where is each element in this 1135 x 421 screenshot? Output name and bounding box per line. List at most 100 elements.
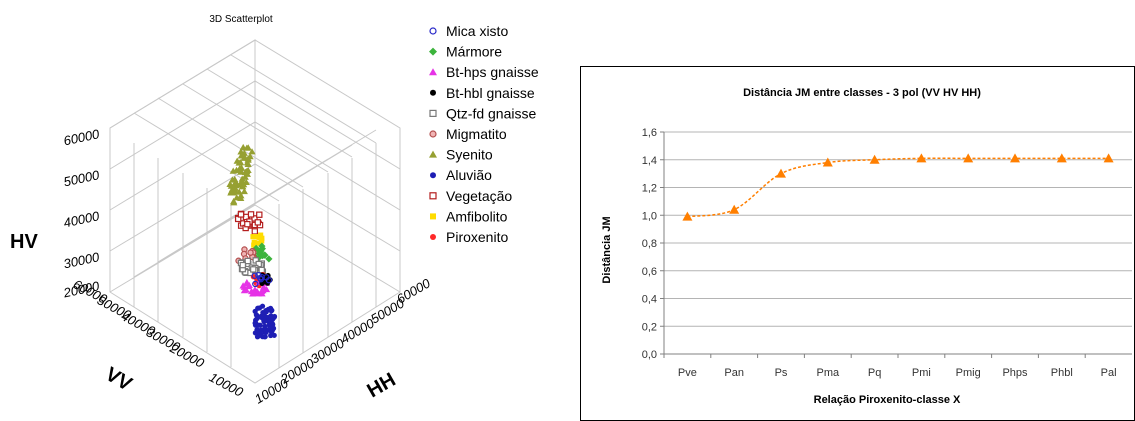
- x-tick-label: Pve: [678, 367, 697, 379]
- x-tick-label: Phbl: [1051, 367, 1073, 379]
- legend-marker-icon: [429, 192, 437, 200]
- scatter-point: [257, 276, 265, 283]
- data-point-marker: [776, 168, 786, 178]
- scatter-point: [228, 176, 236, 183]
- scatter-point: [247, 249, 254, 256]
- legend-label: Amfibolito: [446, 208, 508, 224]
- scatterplot-3d: 3D Scatterplot 60000 50000 40000 30000 2…: [10, 14, 539, 407]
- legend-marker-icon: [429, 27, 437, 35]
- legend-marker-icon: [429, 109, 437, 118]
- scatter-point: [258, 313, 264, 319]
- scatter-point: [230, 199, 238, 206]
- legend-marker-icon: [430, 172, 436, 179]
- legend-marker-icon: [429, 150, 437, 158]
- scatter-point: [258, 266, 265, 274]
- scatter-point: [251, 239, 257, 246]
- scatter-point: [239, 261, 247, 269]
- y-tick-label: 1,6: [642, 127, 657, 139]
- x-tick-label: Pal: [1101, 367, 1117, 379]
- legend-marker-icon: [430, 89, 436, 96]
- y-axis-label: Distância JM: [601, 216, 613, 283]
- y-axis-ticks: 0,0 0,2 0,4 0,6 0,8 1,0 1,2 1,4 1,6: [642, 127, 657, 361]
- legend-label: Vegetação: [446, 188, 512, 204]
- legend-marker-icon: [429, 68, 437, 76]
- y-tick-label: 0,8: [642, 238, 657, 250]
- scatterplot-box: [109, 39, 401, 384]
- data-point-marker: [916, 153, 927, 163]
- scatterplot-title: 3D Scatterplot: [209, 14, 273, 25]
- scatter-point: [244, 282, 252, 290]
- data-point-marker: [963, 153, 974, 163]
- legend-label: Bt-hbl gnaisse: [446, 85, 535, 101]
- legend-label: Piroxenito: [446, 229, 508, 245]
- series-markers: [682, 153, 1114, 221]
- scatter-point: [256, 330, 263, 336]
- legend-label: Aluvião: [446, 167, 492, 183]
- jm-distance-chart: Distância JM entre classes - 3 pol (VV H…: [580, 66, 1135, 421]
- scatter-point: [241, 168, 250, 175]
- vv-tick: 20000: [167, 340, 208, 371]
- hv-tick: 50000: [62, 167, 101, 189]
- data-point-marker: [682, 211, 693, 221]
- scatter-point: [265, 306, 271, 312]
- y-tick-label: 1,0: [642, 210, 657, 222]
- scatter-point: [239, 183, 247, 190]
- scatter-point: [268, 313, 274, 319]
- y-tick-label: 0,0: [642, 349, 657, 361]
- scatter-point: [251, 228, 259, 235]
- legend-marker-icon: [429, 47, 437, 56]
- x-tick-label: Ps: [775, 367, 788, 379]
- hh-axis-label: HH: [364, 369, 400, 402]
- hv-tick: 60000: [62, 126, 101, 148]
- scatter-point: [236, 166, 244, 173]
- scatter-point: [237, 148, 245, 155]
- scatter-point: [244, 257, 252, 265]
- scatter-point: [255, 240, 262, 246]
- scatter-point: [257, 235, 263, 241]
- chart-title: Distância JM entre classes - 3 pol (VV H…: [743, 87, 981, 99]
- scatter-point: [261, 317, 267, 323]
- scatter-point: [265, 277, 273, 284]
- scatter-point: [249, 289, 258, 296]
- scatter-point: [240, 287, 248, 294]
- scatter-point: [256, 250, 265, 258]
- legend-label: Mica xisto: [446, 23, 508, 39]
- scatter-point: [255, 260, 262, 268]
- data-point-marker: [1103, 153, 1114, 163]
- series-line-path: [687, 157, 1109, 218]
- x-tick-label: Pan: [724, 367, 744, 379]
- scatter-point: [254, 219, 262, 226]
- y-tick-label: 0,4: [642, 294, 657, 306]
- scatter-point: [251, 272, 258, 279]
- scatter-point: [250, 266, 257, 273]
- scatter-point: [253, 234, 259, 240]
- chart-gridlines: [660, 131, 1132, 358]
- scatter-point: [244, 220, 251, 228]
- scatter-point: [248, 148, 256, 155]
- data-point-marker: [822, 157, 833, 167]
- vv-axis-label: VV: [102, 363, 137, 396]
- x-tick-label: Pmi: [912, 367, 931, 379]
- x-tick-label: Pmig: [956, 367, 981, 379]
- y-tick-label: 1,4: [642, 155, 657, 167]
- scatter-point: [244, 156, 252, 163]
- scatter-points: [226, 143, 278, 340]
- scatter-point: [250, 234, 256, 240]
- scatter-point: [258, 287, 266, 295]
- scatter-point: [239, 143, 247, 151]
- scatter-point: [259, 303, 266, 309]
- x-tick-label: Phps: [1002, 367, 1028, 379]
- scatter-point: [232, 179, 241, 186]
- data-point-marker: [729, 204, 740, 214]
- scatter-point: [258, 242, 266, 250]
- x-tick-label: Pq: [868, 367, 881, 379]
- scatter-point: [238, 175, 246, 182]
- scatter-point: [251, 242, 257, 248]
- scatter-point: [256, 211, 263, 218]
- scatter-point: [240, 187, 248, 195]
- legend-label: Bt-hps gnaisse: [446, 64, 539, 80]
- x-axis-label: Relação Piroxenito-classe X: [814, 394, 961, 406]
- scatter-point: [226, 180, 234, 187]
- scatter-point: [244, 144, 252, 151]
- legend-marker-icon: [430, 213, 436, 220]
